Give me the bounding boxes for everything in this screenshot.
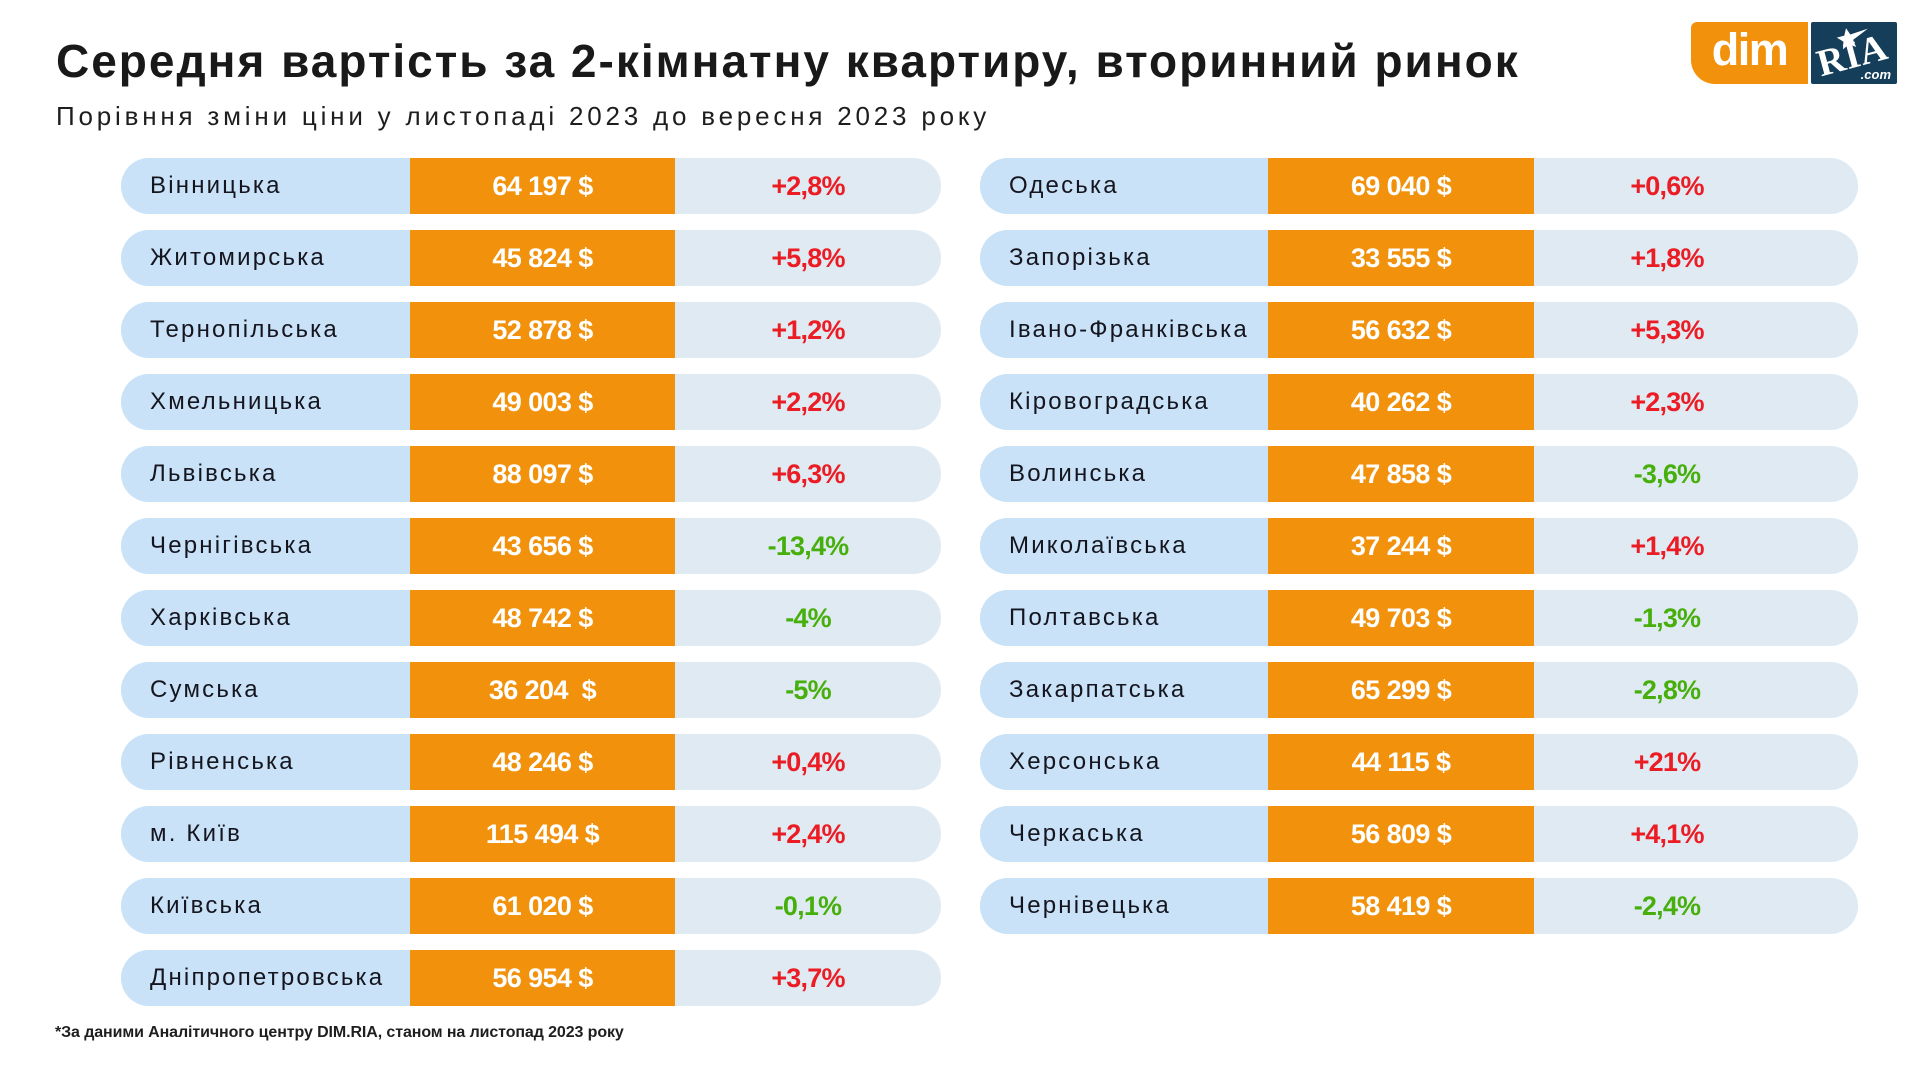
- svg-text:.com: .com: [1861, 67, 1892, 82]
